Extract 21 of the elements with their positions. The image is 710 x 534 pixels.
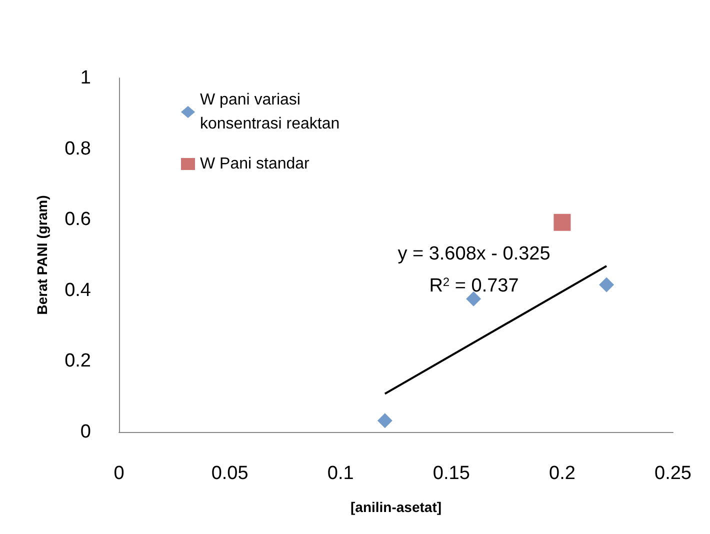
point [554, 214, 571, 231]
y-tick-label: 0.2 [64, 350, 91, 372]
legend-label: W pani variasi konsentrasi reaktan [200, 92, 340, 132]
point [599, 277, 614, 292]
y-tick-label: 1 [80, 68, 91, 88]
point [377, 413, 392, 428]
x-tick-label: 0.05 [211, 463, 248, 484]
x-tick-label: 0.1 [327, 463, 354, 484]
y-tick-label: 0.8 [64, 138, 91, 160]
y-tick-label: 0 [80, 422, 91, 442]
y-tick-label: 0.6 [64, 209, 91, 230]
x-tick-label: 0 [114, 463, 124, 484]
y-axis-title: Berat PANI (gram) [34, 195, 50, 315]
point [466, 291, 482, 306]
annotation: y = 3.608x - 0.325 [398, 244, 550, 264]
x-tick-label: 0.2 [548, 463, 576, 484]
x-tick-label: 0.15 [432, 463, 470, 484]
x-axis-title: [anilin-asetat] [350, 499, 442, 515]
y-tick-label: 0.4 [64, 280, 92, 301]
legend-label: W Pani standar [200, 156, 310, 172]
x-tick-label: 0.25 [654, 463, 692, 484]
